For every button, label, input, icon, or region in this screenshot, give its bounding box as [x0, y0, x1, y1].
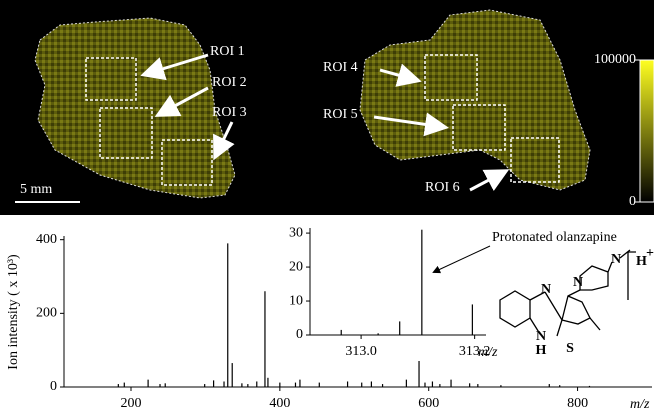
y-tick-label: 0: [296, 327, 303, 342]
colorbar-label: 100000: [594, 52, 636, 67]
atom-label: N: [611, 252, 621, 267]
structure-labels: N N N N H S H +: [536, 246, 654, 358]
roi-label: ROI 6: [425, 180, 460, 195]
figure: ROI 1 ROI 2 ROI 3 ROI 4 ROI 5 ROI 6 5 mm…: [0, 0, 654, 417]
inset-background: [310, 228, 496, 361]
atom-label: N: [536, 329, 546, 344]
scale-label: 5 mm: [20, 182, 52, 197]
atom-label: S: [566, 341, 574, 356]
roi-label: ROI 5: [323, 107, 358, 122]
y-tick-label: 30: [289, 225, 303, 240]
y-tick-label: 0: [50, 379, 57, 394]
atom-label: N: [573, 275, 583, 290]
roi-label: ROI 1: [210, 44, 245, 59]
x-tick-label: 400: [269, 396, 290, 411]
y-tick-label: 20: [289, 259, 303, 274]
colorbar: [640, 60, 654, 202]
x-tick-label: 600: [418, 396, 439, 411]
image-panel: ROI 1 ROI 2 ROI 3 ROI 4 ROI 5 ROI 6 5 mm: [0, 0, 654, 215]
charge-sign: +: [646, 246, 654, 261]
y-tick-label: 200: [36, 306, 57, 321]
colorbar-label: 0: [629, 194, 636, 209]
x-tick-label: 313.0: [345, 344, 377, 359]
x-tick-label: 200: [120, 396, 141, 411]
x-axis-title: m/z: [630, 397, 650, 412]
x-tick-label: 800: [567, 396, 588, 411]
y-tick-label: 10: [289, 293, 303, 308]
atom-label: H: [536, 343, 547, 358]
roi-label: ROI 2: [212, 75, 247, 90]
atom-label: N: [541, 282, 551, 297]
roi-label: ROI 3: [212, 105, 247, 120]
y-axis-title: Ion intensity ( x 10³): [6, 254, 21, 370]
roi-label: ROI 4: [323, 60, 358, 75]
x-axis-title: m/z: [478, 345, 498, 360]
y-tick-label: 400: [36, 232, 57, 247]
annotation: Protonated olanzapine: [492, 230, 617, 245]
